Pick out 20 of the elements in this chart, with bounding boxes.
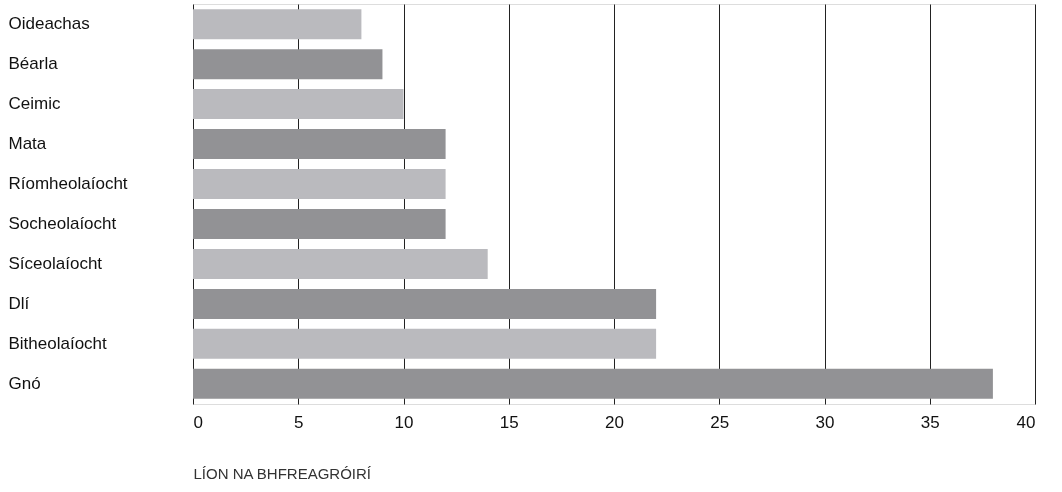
y-tick-label: Oideachas [8,14,90,34]
x-tick-label: 40 [1016,412,1036,432]
y-tick-label: Síceolaíocht [8,253,103,273]
x-tick-label: 15 [499,412,519,432]
y-tick-label: Béarla [8,54,59,74]
x-tick-label: 35 [920,412,940,432]
x-tick-label: 20 [605,412,624,432]
x-tick-label: 30 [815,412,835,432]
y-tick-label: Ceimic [8,94,61,114]
x-tick-label: 0 [193,412,203,432]
x-tick-label: 5 [294,412,304,432]
y-tick-label: Socheolaíocht [8,213,117,233]
x-axis-title: LÍON NA BHFREAGRÓIRÍ [193,464,372,482]
y-tick-label: Gnó [8,373,41,393]
y-tick-label: Bitheolaíocht [8,333,108,353]
x-tick-label: 25 [710,412,730,432]
y-tick-label: Dlí [8,293,30,313]
y-tick-label: Ríomheolaíocht [8,174,128,194]
y-tick-label: Mata [8,134,47,154]
x-tick-label: 10 [394,412,414,432]
